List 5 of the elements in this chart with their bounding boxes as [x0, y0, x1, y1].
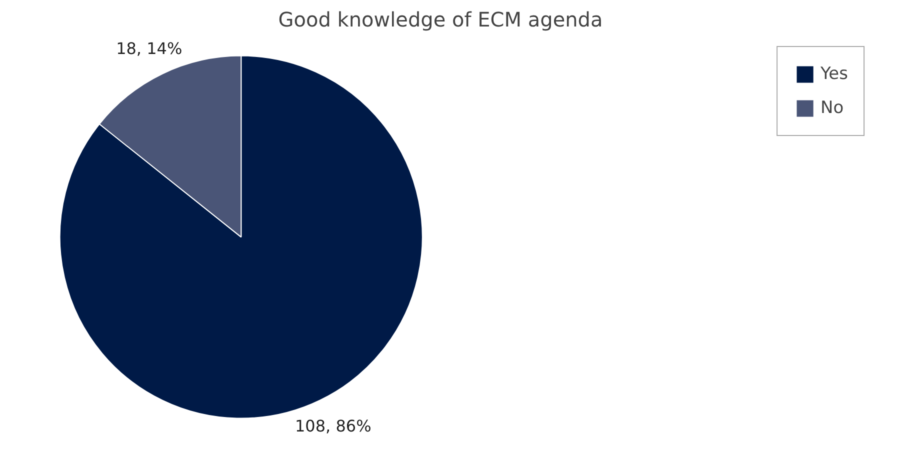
- chart-title: Good knowledge of ECM agenda: [278, 8, 603, 32]
- data-label: 108, 86%: [295, 416, 372, 436]
- legend-label: No: [820, 98, 844, 118]
- data-label: 18, 14%: [116, 38, 182, 58]
- legend-label: Yes: [820, 64, 848, 84]
